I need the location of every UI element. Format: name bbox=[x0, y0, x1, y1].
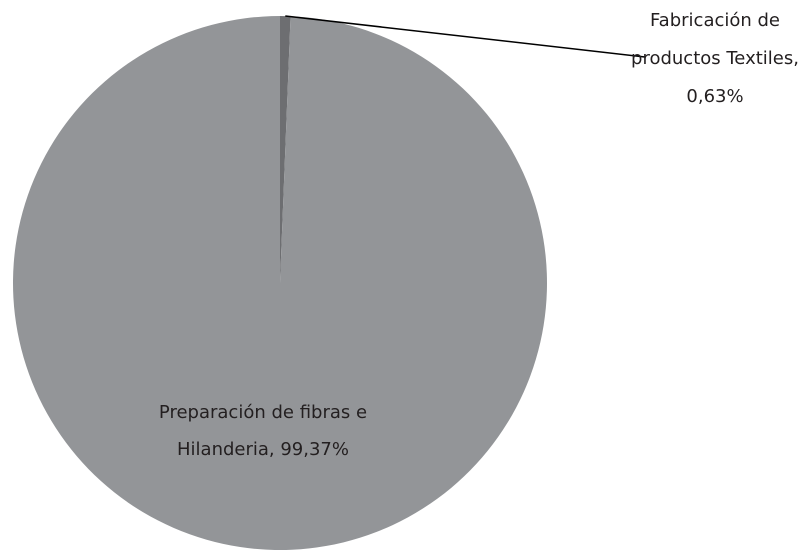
pie-slice bbox=[12, 16, 547, 550]
leader-line bbox=[285, 15, 646, 58]
slice-label: Preparación de fibras e Hilanderia, 99,3… bbox=[158, 402, 368, 460]
slice-label: Fabricación de productos Textiles, 0,63% bbox=[631, 10, 799, 107]
pie-slice bbox=[280, 16, 291, 283]
